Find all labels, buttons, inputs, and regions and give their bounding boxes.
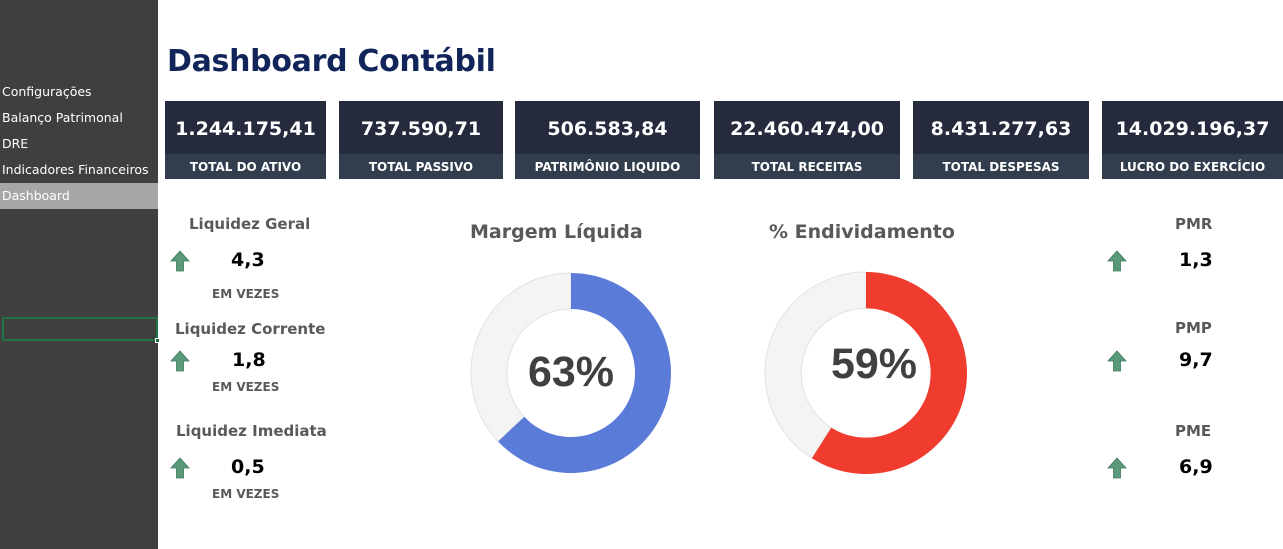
- kpi-total-ativo: 1.244.175,41 TOTAL DO ATIVO: [165, 101, 326, 179]
- sidebar: Configurações Balanço Patrimonal DRE Ind…: [0, 0, 160, 549]
- donut-value-endividamento: 59%: [830, 340, 918, 388]
- kpi-value: 737.590,71: [339, 101, 503, 154]
- liquidez-imediata-title: Liquidez Imediata: [176, 422, 327, 440]
- pmr-title: PMR: [1175, 215, 1213, 233]
- arrow-up-icon: [170, 250, 190, 272]
- arrow-up-icon: [1107, 457, 1127, 479]
- pmr-value: 1,3: [1179, 249, 1213, 271]
- pme-value: 6,9: [1179, 456, 1213, 478]
- donut-chart-endividamento: [764, 271, 967, 474]
- kpi-total-passivo: 737.590,71 TOTAL PASSIVO: [339, 101, 503, 179]
- kpi-label: TOTAL RECEITAS: [714, 154, 900, 179]
- donut-remainder-slice: [470, 272, 572, 443]
- kpi-value: 506.583,84: [515, 101, 700, 154]
- fill-handle[interactable]: [155, 338, 160, 343]
- kpi-label: PATRIMÔNIO LIQUIDO: [515, 154, 700, 179]
- liquidez-corrente-value: 1,8: [232, 349, 266, 371]
- nav-item-indicadores-financeiros[interactable]: Indicadores Financeiros: [2, 162, 149, 177]
- kpi-value: 1.244.175,41: [165, 101, 326, 154]
- kpi-total-receitas: 22.460.474,00 TOTAL RECEITAS: [714, 101, 900, 179]
- donut-remainder-slice: [764, 271, 867, 459]
- kpi-value: 14.029.196,37: [1102, 101, 1283, 154]
- liquidez-imediata-unit: EM VEZES: [212, 487, 280, 501]
- liquidez-imediata-value: 0,5: [231, 456, 265, 478]
- kpi-label: TOTAL DESPESAS: [913, 154, 1089, 179]
- nav-item-configuracoes[interactable]: Configurações: [2, 84, 92, 99]
- kpi-value: 8.431.277,63: [913, 101, 1089, 154]
- nav-item-dre[interactable]: DRE: [2, 136, 29, 151]
- chart-title-margem-liquida: Margem Líquida: [470, 221, 643, 243]
- arrow-up-icon: [170, 457, 190, 479]
- pmp-title: PMP: [1175, 319, 1212, 337]
- liquidez-geral-unit: EM VEZES: [212, 287, 280, 301]
- nav-item-dashboard[interactable]: Dashboard: [0, 183, 158, 209]
- donut-value-margem-liquida: 63%: [527, 348, 615, 396]
- kpi-lucro-exercicio: 14.029.196,37 LUCRO DO EXERCÍCIO: [1102, 101, 1283, 179]
- pmp-value: 9,7: [1179, 349, 1213, 371]
- kpi-patrimonio-liquido: 506.583,84 PATRIMÔNIO LIQUIDO: [515, 101, 700, 179]
- pme-title: PME: [1175, 422, 1212, 440]
- kpi-label: LUCRO DO EXERCÍCIO: [1102, 154, 1283, 179]
- arrow-up-icon: [1107, 350, 1127, 372]
- kpi-value: 22.460.474,00: [714, 101, 900, 154]
- donut-value-slice: [498, 273, 671, 473]
- donut-value-slice: [811, 272, 967, 474]
- nav-item-balanco-patrimonal[interactable]: Balanço Patrimonal: [2, 110, 123, 125]
- sidebar-nav: Configurações Balanço Patrimonal DRE Ind…: [0, 79, 158, 209]
- arrow-up-icon: [170, 350, 190, 372]
- kpi-label: TOTAL DO ATIVO: [165, 154, 326, 179]
- liquidez-geral-title: Liquidez Geral: [189, 215, 311, 233]
- chart-title-endividamento: % Endividamento: [769, 221, 955, 243]
- kpi-label: TOTAL PASSIVO: [339, 154, 503, 179]
- page-title: Dashboard Contábil: [167, 44, 496, 79]
- liquidez-corrente-title: Liquidez Corrente: [175, 320, 326, 338]
- liquidez-geral-value: 4,3: [231, 249, 265, 271]
- liquidez-corrente-unit: EM VEZES: [212, 380, 280, 394]
- kpi-total-despesas: 8.431.277,63 TOTAL DESPESAS: [913, 101, 1089, 179]
- arrow-up-icon: [1107, 250, 1127, 272]
- donut-chart-margem-liquida: [470, 272, 671, 473]
- selected-cell[interactable]: [2, 317, 160, 343]
